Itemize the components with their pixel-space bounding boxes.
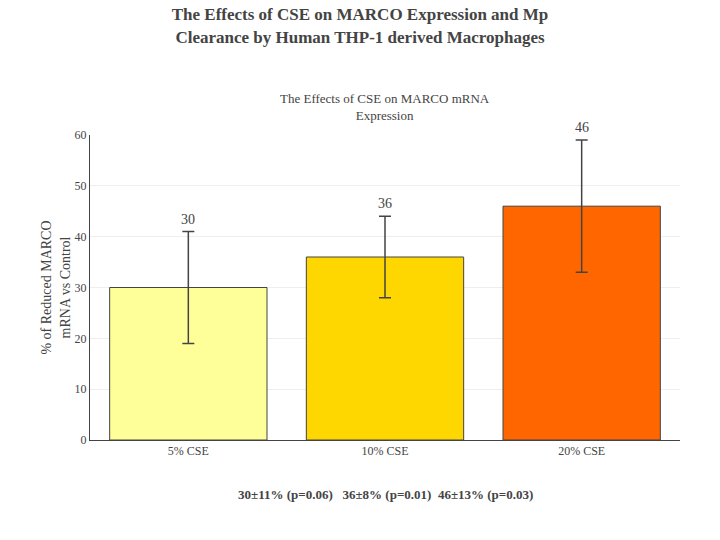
svg-text:0: 0 [81, 433, 87, 447]
svg-text:50: 50 [75, 179, 87, 193]
svg-text:30: 30 [181, 212, 195, 227]
svg-text:20% CSE: 20% CSE [558, 444, 605, 458]
svg-text:10% CSE: 10% CSE [361, 444, 408, 458]
svg-text:46: 46 [575, 120, 589, 135]
svg-text:30: 30 [75, 281, 87, 295]
svg-text:20: 20 [75, 332, 87, 346]
svg-text:60: 60 [75, 128, 87, 142]
svg-text:10: 10 [75, 382, 87, 396]
svg-text:The Effects of CSE on MARCO Ex: The Effects of CSE on MARCO Expression a… [172, 5, 549, 46]
svg-text:30±11% (p=0.06) 36±8% (p=0.0: 30±11% (p=0.06) 36±8% (p=0.01) 46±13% (p… [238, 487, 533, 502]
svg-text:The Effects of CSE on MARCO mR: The Effects of CSE on MARCO mRNAExpressi… [280, 91, 490, 123]
svg-text:5% CSE: 5% CSE [168, 444, 209, 458]
svg-text:36: 36 [378, 196, 392, 211]
svg-text:% of Reduced MARCOmRNA vs Cont: % of Reduced MARCOmRNA vs Control [39, 220, 72, 354]
svg-text:40: 40 [75, 230, 87, 244]
